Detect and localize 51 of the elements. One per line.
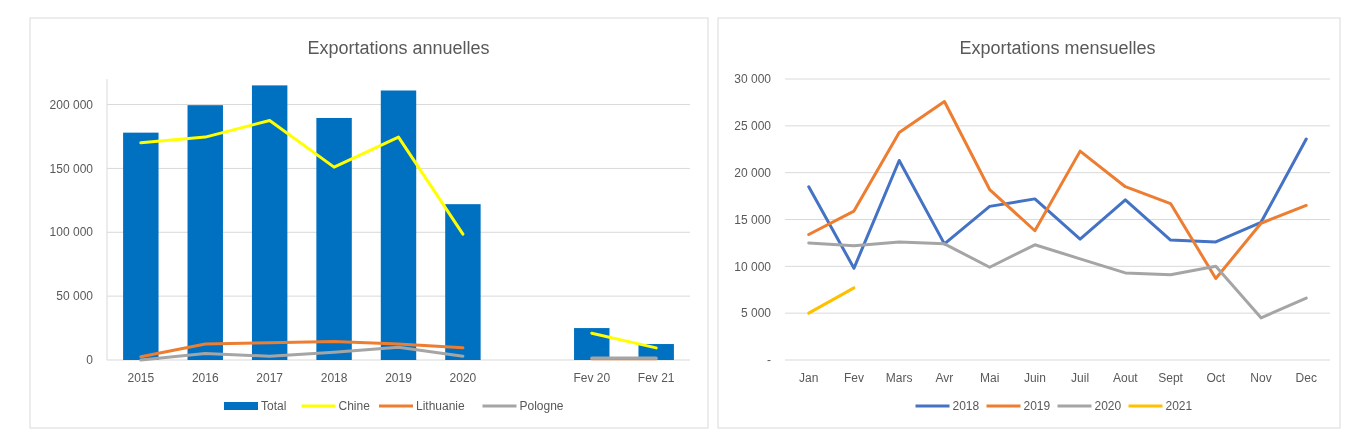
x-tick-label: 2018 — [320, 371, 348, 385]
legend-label: Pologne — [519, 399, 564, 414]
x-tick-label: Juil — [1071, 371, 1090, 385]
x-tick-label: Fev 21 — [637, 371, 675, 385]
chart-title: Exportations mensuelles — [959, 38, 1156, 58]
line-series — [807, 99, 1308, 281]
legend-label: 2019 — [1023, 399, 1051, 414]
x-tick-label: Sept — [1158, 371, 1184, 385]
bar — [316, 117, 352, 360]
legend-label: Lithuanie — [416, 399, 466, 414]
line-series — [807, 137, 1308, 270]
y-tick-label: 15 000 — [734, 212, 772, 227]
bar — [445, 204, 481, 360]
bar — [187, 105, 223, 360]
y-tick-label: 200 000 — [49, 97, 94, 112]
x-tick-label: 2019 — [385, 371, 413, 385]
y-tick-label: 20 000 — [734, 165, 772, 180]
x-tick-label: Fev 20 — [573, 371, 611, 385]
y-tick-label: 10 000 — [734, 259, 772, 274]
line-series — [807, 240, 1308, 320]
y-tick-label: 150 000 — [49, 161, 94, 176]
y-tick-label: 0 — [86, 353, 94, 368]
x-tick-label: Avr — [935, 371, 954, 385]
legend-label: Total — [261, 399, 287, 414]
legend-label: 2018 — [952, 399, 980, 414]
y-tick-label: - — [767, 353, 771, 368]
x-tick-label: Fev — [843, 371, 864, 385]
x-tick-label: Jan — [799, 371, 819, 385]
legend-label: 2021 — [1165, 399, 1193, 414]
x-tick-label: Dec — [1295, 371, 1317, 385]
legend-label: Chine — [338, 399, 371, 414]
bar — [380, 90, 417, 360]
x-tick-label: 2016 — [191, 371, 219, 385]
y-tick-label: 50 000 — [56, 289, 94, 304]
y-tick-label: 100 000 — [49, 225, 94, 240]
legend-label: 2020 — [1094, 399, 1122, 414]
bar — [123, 132, 159, 360]
bar — [251, 85, 288, 360]
chart-title: Exportations annuelles — [307, 38, 490, 58]
x-tick-label: Oct — [1206, 371, 1226, 385]
x-tick-label: 2015 — [127, 371, 155, 385]
x-tick-label: 2020 — [449, 371, 477, 385]
x-tick-label: Juin — [1023, 371, 1046, 385]
x-tick-label: 2017 — [256, 371, 284, 385]
x-tick-label: Nov — [1250, 371, 1272, 385]
x-tick-label: Mai — [979, 371, 1000, 385]
y-tick-label: 25 000 — [734, 119, 772, 134]
x-tick-label: Mars — [885, 371, 913, 385]
x-tick-label: Aout — [1113, 371, 1139, 385]
y-tick-label: 30 000 — [734, 72, 772, 87]
y-tick-label: 5 000 — [740, 306, 772, 321]
